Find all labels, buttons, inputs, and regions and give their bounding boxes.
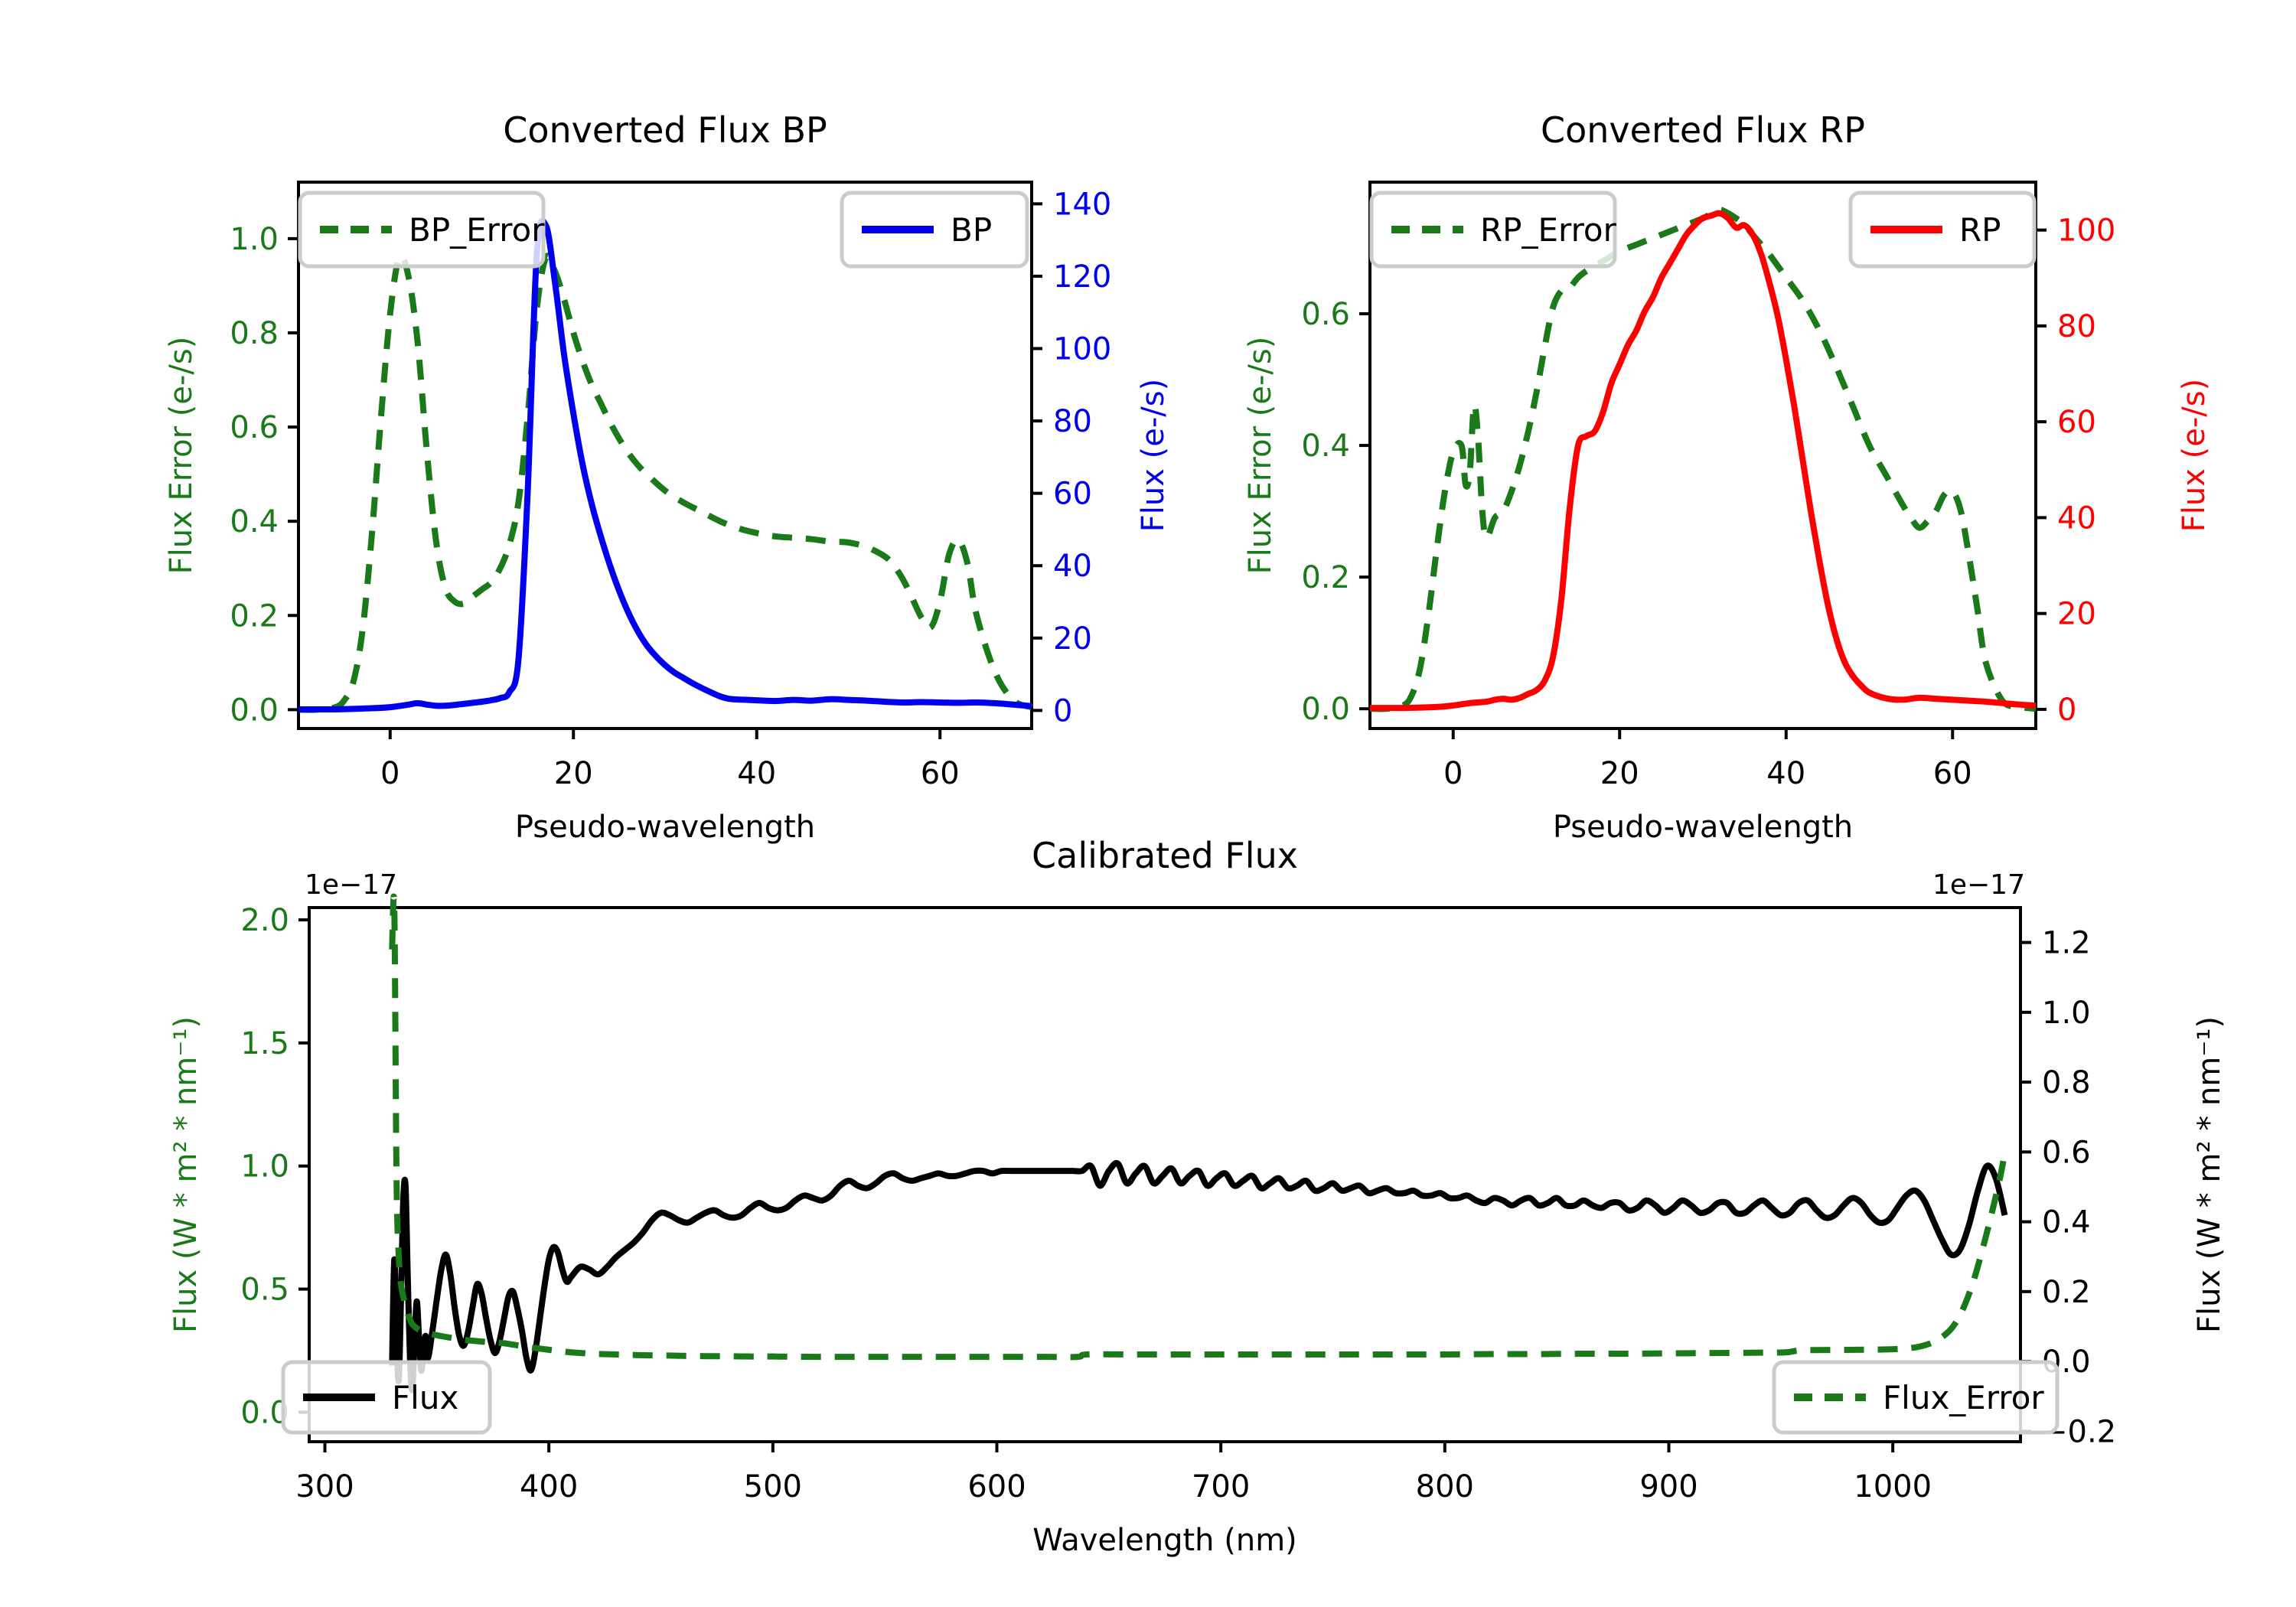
bp-ytick-right-label: 60	[1053, 477, 1092, 512]
rp-xtick-label: 40	[1766, 756, 1805, 791]
cal-xtick-label: 600	[967, 1469, 1026, 1504]
cal-ytick-right-label: 0.2	[2042, 1275, 2091, 1310]
cal-xtick-label: 800	[1416, 1469, 1474, 1504]
rp-xtick-label: 60	[1933, 756, 1972, 791]
cal-left-offset-text: 1e−17	[305, 869, 397, 901]
cal-ytick-right-label: 1.2	[2042, 926, 2091, 961]
bp-ytick-left-label: 1.0	[230, 222, 279, 257]
bp-ytick-right-label: 40	[1053, 549, 1092, 584]
cal-ytick-left-label: 1.0	[240, 1149, 289, 1185]
bp-legend-box-bp-error	[298, 191, 546, 269]
bp-series-bp-error	[298, 253, 1033, 713]
cal-xtick-label: 900	[1639, 1469, 1698, 1504]
rp-panel-title: Converted Flux RP	[1541, 109, 1865, 151]
bp-legend-label-bp-error: BP_Error	[409, 211, 545, 249]
bp-ytick-left-label: 0.4	[230, 504, 279, 539]
cal-legend-box-flux	[281, 1360, 492, 1435]
cal-ytick-right-label: 0.4	[2042, 1205, 2091, 1240]
bp-panel-title: Converted Flux BP	[503, 109, 827, 151]
bp-xtick-label: 0	[380, 756, 400, 791]
cal-xtick-label: 400	[520, 1469, 578, 1504]
rp-series-rp-error	[1369, 207, 2037, 712]
rp-legend-label-rp-error: RP_Error	[1480, 211, 1617, 249]
bp-ytick-right-label: 20	[1053, 621, 1092, 657]
rp-ytick-left-label: 0.2	[1301, 560, 1350, 595]
bp-series-bp	[298, 217, 1032, 713]
cal-ytick-right-label: 0.6	[2042, 1135, 2091, 1170]
cal-series-flux	[389, 1160, 2008, 1393]
bp-ytick-right-label: 140	[1053, 187, 1111, 222]
rp-xtick-label: 20	[1600, 756, 1639, 791]
cal-yaxis-left-label: Flux (W * m² * nm⁻¹)	[168, 1016, 204, 1333]
rp-ytick-left-label: 0.4	[1301, 429, 1350, 464]
bp-yaxis-right-label: Flux (e-/s)	[1136, 379, 1171, 532]
rp-xtick-label: 0	[1443, 756, 1463, 791]
cal-ytick-left-label: 0.5	[240, 1273, 289, 1308]
cal-xtick-label: 1000	[1854, 1469, 1932, 1504]
bp-ytick-right-label: 0	[1053, 693, 1072, 729]
bp-xtick-label: 40	[737, 756, 776, 791]
bp-ytick-right-label: 80	[1053, 404, 1092, 439]
bp-xtick-label: 60	[921, 756, 960, 791]
cal-plot-frame	[308, 906, 2022, 1443]
rp-legend-box-rp-error	[1369, 191, 1617, 269]
bp-ytick-right-label: 120	[1053, 259, 1111, 295]
rp-ytick-right-label: 20	[2057, 597, 2096, 632]
cal-ytick-right-label: 0.8	[2042, 1065, 2091, 1100]
bp-xaxis-label: Pseudo-wavelength	[515, 810, 815, 845]
bp-ytick-left-label: 0.0	[230, 693, 279, 728]
cal-xtick-label: 300	[295, 1469, 354, 1504]
bp-ytick-left-label: 0.8	[230, 316, 279, 351]
bp-legend-label-bp: BP	[951, 211, 992, 249]
rp-ytick-right-label: 100	[2057, 214, 2115, 249]
rp-series-rp	[1369, 210, 2037, 712]
cal-ytick-right-label: 1.0	[2042, 996, 2091, 1031]
bp-ytick-left-label: 0.6	[230, 410, 279, 445]
rp-ytick-right-label: 60	[2057, 405, 2096, 440]
cal-xaxis-label: Wavelength (nm)	[1032, 1523, 1297, 1558]
cal-xtick-label: 500	[744, 1469, 802, 1504]
cal-legend-label-flux: Flux	[392, 1379, 458, 1416]
cal-panel-title: Calibrated Flux	[1032, 835, 1298, 876]
bp-ytick-left-label: 0.2	[230, 598, 279, 634]
bp-ytick-right-label: 100	[1053, 332, 1111, 367]
bp-plot-frame	[297, 181, 1033, 730]
rp-ytick-right-label: 80	[2057, 309, 2096, 344]
cal-ytick-left-label: 2.0	[240, 903, 289, 938]
rp-yaxis-right-label: Flux (e-/s)	[2177, 379, 2212, 532]
cal-series-flux-error	[389, 893, 2008, 1361]
rp-xaxis-label: Pseudo-wavelength	[1553, 810, 1853, 845]
rp-plot-frame	[1368, 181, 2037, 730]
rp-yaxis-left-label: Flux Error (e-/s)	[1243, 337, 1278, 575]
cal-legend-label-flux-error: Flux_Error	[1883, 1379, 2044, 1416]
cal-legend-box-flux-error	[1772, 1360, 2060, 1435]
rp-ytick-right-label: 0	[2057, 693, 2076, 728]
bp-yaxis-left-label: Flux Error (e-/s)	[164, 337, 199, 575]
bp-legend-box-bp	[840, 191, 1029, 269]
rp-legend-label-rp: RP	[1959, 211, 2001, 249]
cal-yaxis-right-label: Flux (W * m² * nm⁻¹)	[2192, 1016, 2227, 1333]
rp-ytick-left-label: 0.0	[1301, 692, 1350, 727]
rp-ytick-left-label: 0.6	[1301, 297, 1350, 332]
cal-ytick-left-label: 0.0	[240, 1395, 289, 1430]
bp-xtick-label: 20	[554, 756, 593, 791]
rp-ytick-right-label: 40	[2057, 500, 2096, 536]
cal-right-offset-text: 1e−17	[1932, 869, 2025, 901]
cal-ytick-left-label: 1.5	[240, 1026, 289, 1061]
cal-xtick-label: 700	[1192, 1469, 1250, 1504]
